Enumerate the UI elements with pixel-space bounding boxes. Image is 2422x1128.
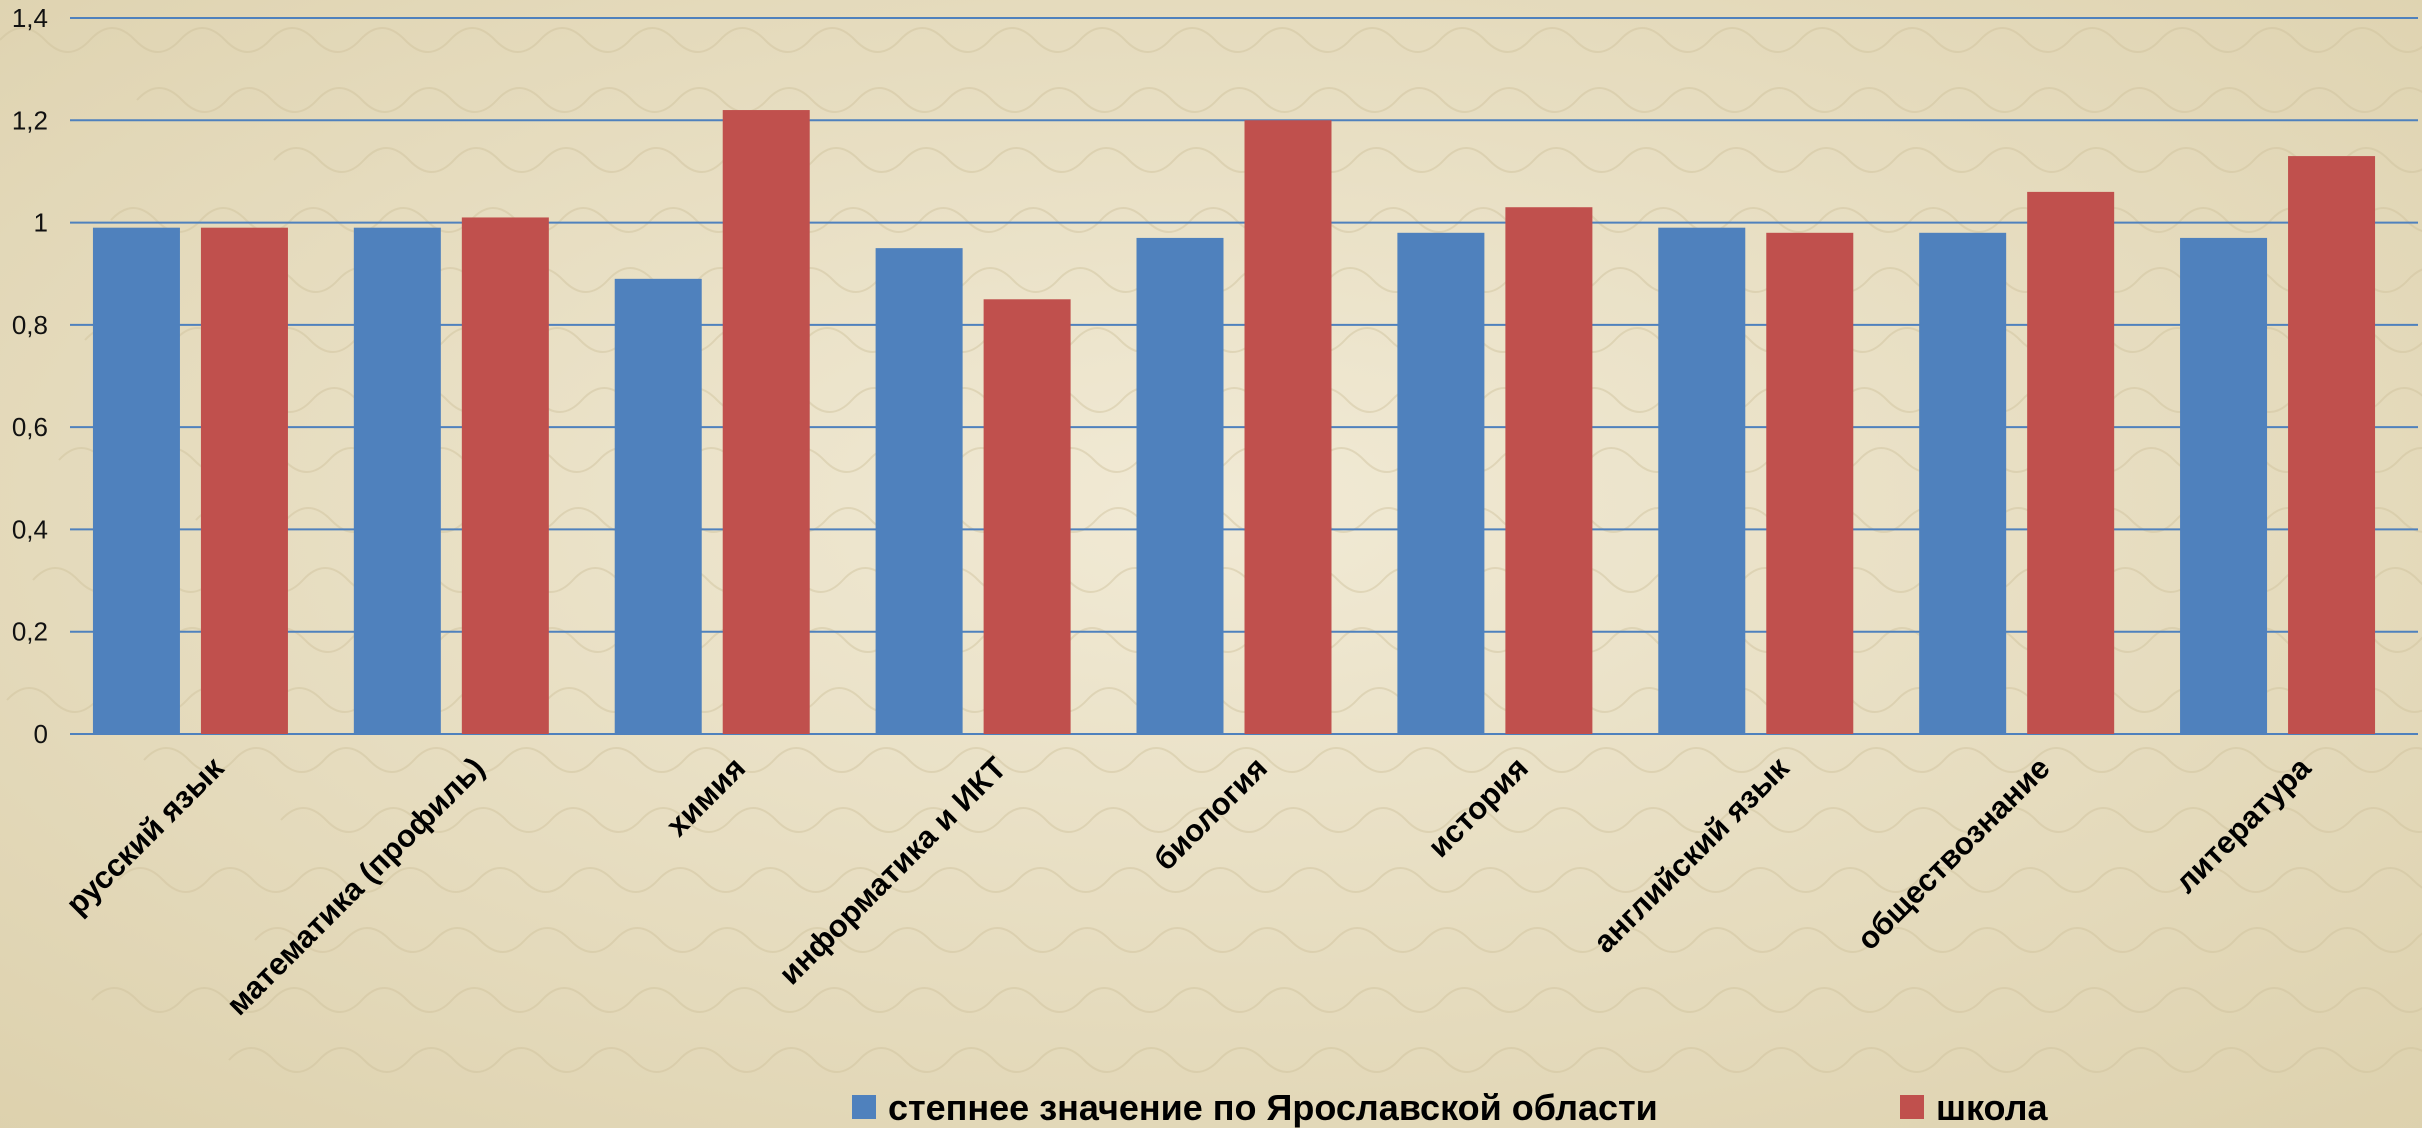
script-stroke [254,927,2422,953]
y-axis: 0 0,2 0,4 0,6 0,8 1 1,2 1,4 [12,3,48,749]
bar-series-1-0 [92,227,180,734]
bars [92,110,2376,735]
script-stroke [169,627,2422,653]
y-tick-label: 1,4 [12,3,48,33]
bar-series-2-0 [200,227,288,734]
script-stroke [117,867,2422,893]
y-tick-label: 1,2 [12,105,48,135]
script-stroke [273,147,2422,173]
y-tick-label: 0,4 [12,514,48,544]
y-tick-label: 0,2 [12,617,48,647]
script-stroke [0,27,2422,53]
bar-series-1-5 [1397,232,1485,735]
bar-series-2-7 [2027,191,2115,734]
bar-series-1-8 [2180,237,2268,734]
bar-series-1-1 [353,227,441,734]
script-stroke [136,87,2422,113]
y-tick-label: 0,8 [12,310,48,340]
script-stroke [228,1047,2422,1073]
script-stroke [91,987,2422,1013]
bar-series-2-3 [983,299,1071,734]
bar-series-2-5 [1505,207,1593,734]
y-tick-label: 1 [34,208,48,238]
legend-label-series-2: школа [1936,1087,2049,1128]
script-stroke [280,807,2422,833]
script-stroke [247,267,2422,293]
y-tick-label: 0,6 [12,412,48,442]
legend-swatch-series-1 [852,1095,876,1119]
bar-series-1-2 [614,278,702,734]
legend-label-series-1: степнее значение по Ярославской области [888,1087,1658,1128]
bar-series-1-4 [1136,237,1224,734]
bar-series-2-4 [1244,120,1332,735]
legend: степнее значение по Ярославской области … [852,1087,2049,1128]
gridlines [70,17,2418,735]
bar-series-1-7 [1919,232,2007,735]
legend-swatch-series-2 [1900,1095,1924,1119]
bar-series-1-3 [875,248,963,734]
bar-series-2-1 [461,217,549,734]
bar-series-2-6 [1766,232,1854,735]
bar-series-2-8 [2288,156,2376,735]
bar-series-2-2 [722,110,810,735]
bar-series-1-6 [1658,227,1746,734]
y-tick-label: 0 [34,719,48,749]
script-stroke [143,747,2422,773]
